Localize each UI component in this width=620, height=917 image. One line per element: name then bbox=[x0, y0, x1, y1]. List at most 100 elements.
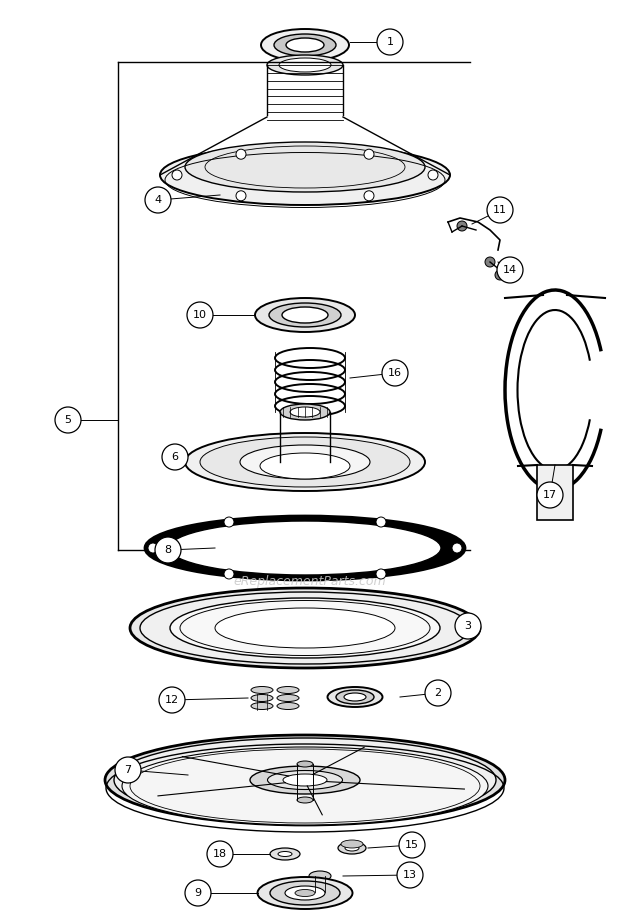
Ellipse shape bbox=[295, 889, 315, 897]
Circle shape bbox=[497, 257, 523, 283]
Circle shape bbox=[376, 569, 386, 579]
Circle shape bbox=[207, 841, 233, 867]
Circle shape bbox=[187, 302, 213, 328]
Circle shape bbox=[487, 197, 513, 223]
Ellipse shape bbox=[341, 840, 363, 848]
Ellipse shape bbox=[200, 437, 410, 487]
Ellipse shape bbox=[297, 761, 313, 767]
Text: 4: 4 bbox=[154, 195, 162, 205]
Circle shape bbox=[399, 832, 425, 858]
Ellipse shape bbox=[277, 702, 299, 710]
Circle shape bbox=[377, 29, 403, 55]
Ellipse shape bbox=[114, 738, 496, 822]
Text: 9: 9 bbox=[195, 888, 202, 898]
Text: 1: 1 bbox=[386, 37, 394, 47]
Text: eReplacementParts.com: eReplacementParts.com bbox=[234, 576, 386, 589]
Circle shape bbox=[172, 170, 182, 180]
Ellipse shape bbox=[170, 598, 440, 658]
Circle shape bbox=[452, 543, 462, 553]
Ellipse shape bbox=[105, 735, 505, 825]
Ellipse shape bbox=[185, 433, 425, 491]
Ellipse shape bbox=[185, 142, 425, 192]
Ellipse shape bbox=[286, 38, 324, 52]
Ellipse shape bbox=[280, 454, 330, 470]
Ellipse shape bbox=[251, 687, 273, 693]
Circle shape bbox=[224, 569, 234, 579]
Circle shape bbox=[457, 221, 467, 231]
Ellipse shape bbox=[140, 592, 470, 664]
Bar bbox=[537, 465, 573, 520]
Circle shape bbox=[115, 757, 141, 783]
Ellipse shape bbox=[338, 842, 366, 854]
Ellipse shape bbox=[279, 58, 331, 72]
Text: 7: 7 bbox=[125, 765, 131, 775]
Circle shape bbox=[148, 543, 158, 553]
Text: 12: 12 bbox=[165, 695, 179, 705]
Circle shape bbox=[428, 170, 438, 180]
Circle shape bbox=[364, 149, 374, 160]
Ellipse shape bbox=[251, 694, 273, 702]
Text: 14: 14 bbox=[503, 265, 517, 275]
Text: 10: 10 bbox=[193, 310, 207, 320]
Ellipse shape bbox=[270, 848, 300, 860]
Ellipse shape bbox=[255, 298, 355, 332]
Circle shape bbox=[425, 680, 451, 706]
Ellipse shape bbox=[169, 521, 441, 575]
Circle shape bbox=[155, 537, 181, 563]
Ellipse shape bbox=[277, 694, 299, 702]
Ellipse shape bbox=[283, 774, 327, 786]
Ellipse shape bbox=[160, 145, 450, 205]
Ellipse shape bbox=[280, 404, 330, 420]
Circle shape bbox=[495, 270, 505, 280]
Ellipse shape bbox=[315, 890, 325, 894]
Ellipse shape bbox=[345, 845, 359, 851]
Circle shape bbox=[162, 444, 188, 470]
Ellipse shape bbox=[278, 852, 292, 856]
Ellipse shape bbox=[290, 407, 320, 417]
Circle shape bbox=[224, 517, 234, 527]
Circle shape bbox=[159, 687, 185, 713]
Text: 2: 2 bbox=[435, 688, 441, 698]
Text: 15: 15 bbox=[405, 840, 419, 850]
Text: 8: 8 bbox=[164, 545, 172, 555]
Ellipse shape bbox=[277, 687, 299, 693]
Ellipse shape bbox=[260, 453, 350, 479]
Circle shape bbox=[55, 407, 81, 433]
Circle shape bbox=[185, 880, 211, 906]
Circle shape bbox=[455, 613, 481, 639]
Ellipse shape bbox=[261, 29, 349, 61]
Ellipse shape bbox=[267, 55, 343, 75]
Circle shape bbox=[376, 517, 386, 527]
Ellipse shape bbox=[215, 608, 395, 648]
Circle shape bbox=[397, 862, 423, 888]
Ellipse shape bbox=[274, 34, 336, 56]
Ellipse shape bbox=[270, 881, 340, 905]
Ellipse shape bbox=[327, 687, 383, 707]
Ellipse shape bbox=[251, 702, 273, 710]
Text: 16: 16 bbox=[388, 368, 402, 378]
Ellipse shape bbox=[344, 693, 366, 701]
Circle shape bbox=[236, 191, 246, 201]
Ellipse shape bbox=[267, 770, 342, 790]
Circle shape bbox=[485, 257, 495, 267]
Circle shape bbox=[537, 482, 563, 508]
Ellipse shape bbox=[285, 886, 325, 900]
Ellipse shape bbox=[130, 588, 480, 668]
Circle shape bbox=[382, 360, 408, 386]
Text: 13: 13 bbox=[403, 870, 417, 880]
Ellipse shape bbox=[257, 877, 353, 909]
Ellipse shape bbox=[269, 303, 341, 327]
Circle shape bbox=[364, 191, 374, 201]
Text: 6: 6 bbox=[172, 452, 179, 462]
Text: 17: 17 bbox=[543, 490, 557, 500]
Ellipse shape bbox=[282, 307, 328, 323]
Circle shape bbox=[145, 187, 171, 213]
Text: 3: 3 bbox=[464, 621, 471, 631]
Ellipse shape bbox=[336, 690, 374, 704]
Ellipse shape bbox=[145, 516, 465, 580]
Circle shape bbox=[236, 149, 246, 160]
Text: 18: 18 bbox=[213, 849, 227, 859]
Ellipse shape bbox=[297, 797, 313, 803]
Text: 11: 11 bbox=[493, 205, 507, 215]
Ellipse shape bbox=[250, 766, 360, 794]
